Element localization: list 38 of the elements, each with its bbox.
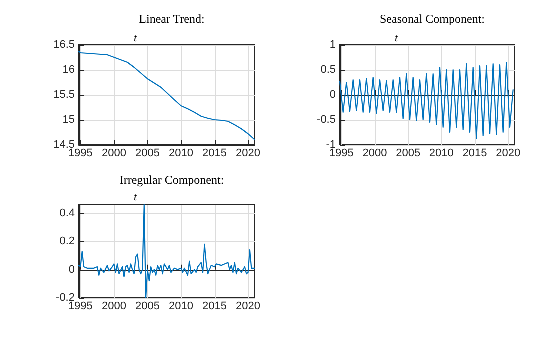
chart-title: Linear Trend:: [139, 12, 205, 26]
x-tick-label: 2020: [496, 148, 521, 160]
x-tick-label: 2000: [102, 300, 126, 312]
y-tick-label: 0.4: [60, 207, 75, 220]
y-tick-label: 0.2: [60, 236, 75, 248]
x-tick-label: 2010: [169, 148, 194, 160]
x-tick-label: 2015: [202, 300, 228, 312]
y-tick-label: 0.5: [320, 64, 336, 76]
x-tick-label: 2005: [396, 148, 421, 160]
x-tick-label: 1995: [68, 148, 93, 160]
x-tick-label: 2000: [362, 148, 388, 160]
x-tick-label: 2010: [169, 300, 194, 312]
x-tick-label: 2020: [236, 300, 261, 312]
x-tick-label: 2005: [135, 148, 160, 160]
x-tick-label: 2010: [429, 148, 454, 160]
line-series: [78, 50, 256, 141]
y-tick-label: 0: [330, 89, 336, 101]
chart-subtitle: t: [134, 32, 138, 44]
x-tick-label: 1995: [329, 148, 354, 160]
y-tick-label: 16: [62, 64, 75, 76]
x-tick-label: 1995: [68, 300, 93, 312]
y-tick-label: 15.5: [54, 89, 75, 101]
x-tick-label: 2015: [462, 148, 488, 160]
line-series: [78, 204, 256, 299]
x-tick-label: 2005: [135, 300, 160, 312]
x-tick-label: 2000: [102, 148, 126, 160]
y-tick-label: 0: [68, 264, 75, 276]
chart-title: Seasonal Component:: [380, 12, 485, 26]
line-series: [339, 62, 514, 140]
y-tick-label: -0.5: [317, 114, 336, 126]
y-tick-label: 15: [62, 114, 75, 126]
x-tick-label: 2015: [202, 148, 228, 160]
y-tick-label: 1: [330, 39, 336, 51]
chart-subtitle: t: [134, 192, 138, 204]
chart-title: Irregular Component:: [120, 173, 224, 187]
chart-subtitle: t: [395, 32, 399, 44]
x-tick-label: 2020: [236, 148, 261, 160]
y-tick-label: 16.5: [54, 39, 75, 51]
